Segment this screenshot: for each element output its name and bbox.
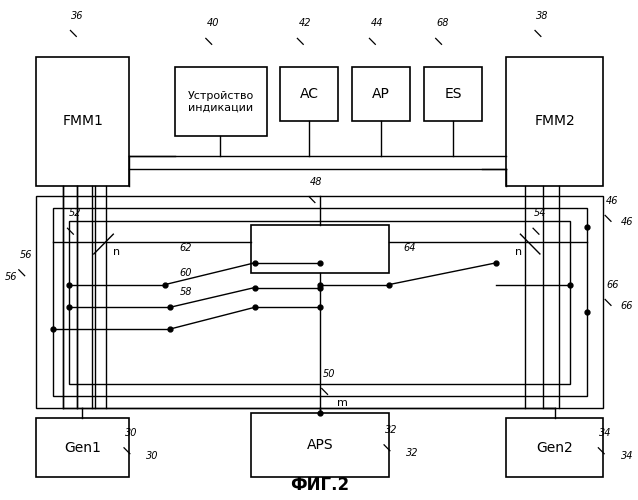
Text: n: n: [113, 247, 120, 257]
Bar: [251, 413, 389, 478]
Bar: [251, 226, 389, 272]
Text: 56: 56: [4, 272, 17, 281]
Text: 46: 46: [606, 196, 619, 205]
Text: 54: 54: [534, 208, 547, 218]
Text: 66: 66: [606, 280, 619, 289]
Text: FMM2: FMM2: [534, 114, 575, 128]
Text: FMM1: FMM1: [62, 114, 103, 128]
Bar: [280, 67, 338, 122]
Bar: [506, 57, 603, 186]
Text: Устройство
индикации: Устройство индикации: [188, 91, 254, 112]
Text: Gen2: Gen2: [536, 441, 573, 455]
Text: AC: AC: [300, 87, 318, 101]
Text: 46: 46: [621, 218, 634, 228]
Text: 40: 40: [207, 18, 219, 28]
Text: ФИГ.2: ФИГ.2: [290, 476, 350, 494]
Bar: [506, 418, 603, 478]
Text: n: n: [515, 247, 522, 257]
Text: ES: ES: [445, 87, 462, 101]
Bar: [53, 208, 587, 396]
Bar: [70, 222, 570, 384]
Text: 30: 30: [125, 428, 137, 438]
Text: 30: 30: [146, 450, 159, 460]
Text: 60: 60: [179, 268, 192, 278]
Text: 66: 66: [621, 302, 634, 312]
Text: 58: 58: [179, 288, 192, 298]
Bar: [424, 67, 482, 122]
Text: 34: 34: [599, 428, 612, 438]
Text: 48: 48: [310, 176, 323, 186]
Bar: [175, 67, 267, 136]
Bar: [36, 418, 129, 478]
Text: 32: 32: [385, 425, 397, 435]
Text: m: m: [338, 398, 348, 408]
Text: 62: 62: [179, 243, 192, 253]
Text: 34: 34: [621, 450, 634, 460]
Text: 32: 32: [406, 448, 419, 458]
Text: 64: 64: [404, 243, 416, 253]
Text: 68: 68: [436, 18, 449, 28]
Text: AP: AP: [372, 87, 390, 101]
Bar: [352, 67, 410, 122]
Text: 38: 38: [536, 10, 549, 20]
Text: 44: 44: [371, 18, 383, 28]
Text: 42: 42: [299, 18, 311, 28]
Text: Gen1: Gen1: [64, 441, 101, 455]
Text: APS: APS: [306, 438, 333, 452]
Bar: [36, 57, 129, 186]
Text: 50: 50: [323, 368, 335, 378]
Text: 52: 52: [68, 208, 81, 218]
Bar: [36, 196, 603, 408]
Text: 36: 36: [71, 10, 84, 20]
Text: 56: 56: [20, 250, 33, 260]
